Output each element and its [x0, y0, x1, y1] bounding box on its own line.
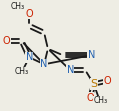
Text: O: O [104, 76, 111, 86]
Text: S: S [90, 79, 97, 89]
Text: N: N [67, 65, 74, 75]
Text: O: O [25, 9, 33, 19]
Text: CH₃: CH₃ [11, 2, 25, 11]
Text: CH₃: CH₃ [14, 67, 28, 76]
Text: N: N [88, 50, 95, 60]
Text: O: O [3, 36, 10, 46]
Text: N: N [40, 59, 48, 69]
Text: O: O [86, 93, 94, 103]
Text: N: N [26, 52, 33, 62]
Text: CH₃: CH₃ [94, 96, 108, 105]
